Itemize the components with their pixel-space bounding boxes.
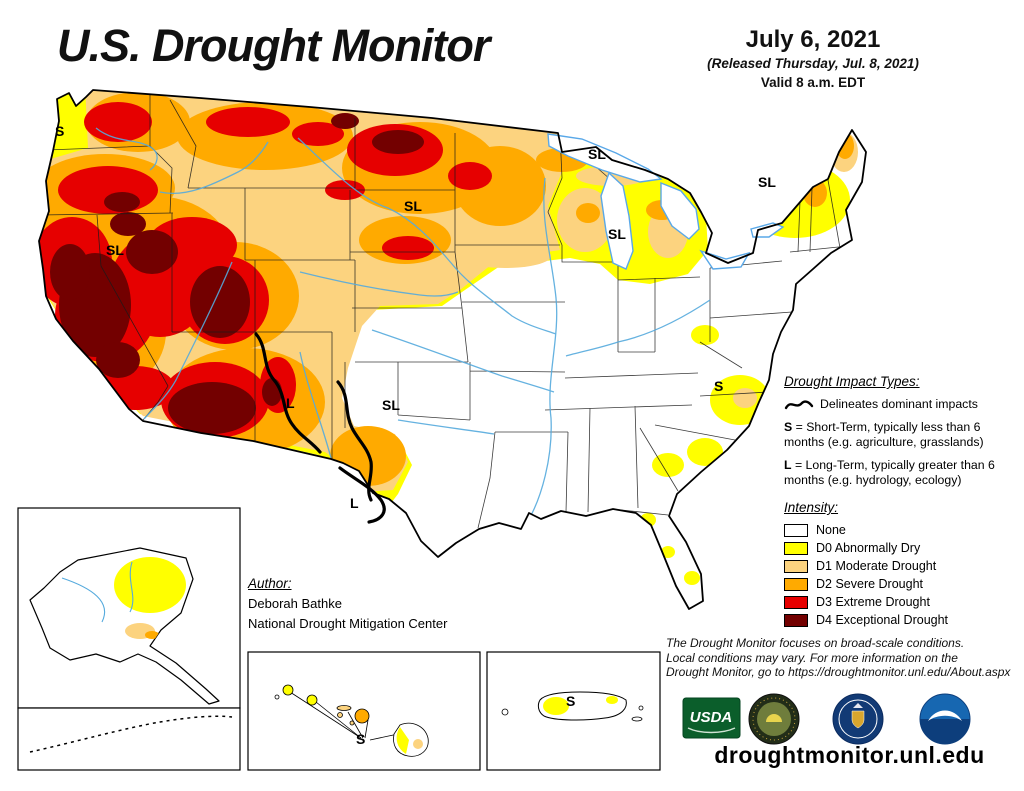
swatch-d1	[784, 559, 808, 573]
author-block: Author: Deborah Bathke National Drought …	[248, 576, 447, 631]
map-label-texas-south: L	[350, 495, 359, 511]
long-term-key: L	[784, 458, 792, 472]
author-org: National Drought Mitigation Center	[248, 616, 448, 631]
hawaii-inset	[247, 651, 481, 771]
legend-item-d3: D3 Extreme Drought	[784, 593, 1024, 611]
intensity-legend: None D0 Abnormally Dry D1 Moderate Droug…	[784, 521, 1024, 629]
legend-item-d2: D2 Severe Drought	[784, 575, 1024, 593]
puerto-rico-inset	[486, 651, 661, 771]
footer-url: droughtmonitor.unl.edu	[714, 742, 985, 768]
legend-item-none: None	[784, 521, 1024, 539]
page-title: U.S. Drought Monitor	[57, 20, 490, 71]
short-term-key: S	[784, 420, 793, 434]
map-label-virginia: S	[714, 378, 724, 394]
map-label-texas-west: SL	[382, 397, 400, 413]
map-label-arizona: L	[286, 395, 295, 411]
swatch-d3	[784, 595, 808, 609]
map-label-hawaii: S	[356, 731, 366, 747]
swatch-d0	[784, 541, 808, 555]
delineates-row: Delineates dominant impacts	[784, 397, 1024, 411]
author-name: Deborah Bathke	[248, 596, 342, 611]
long-term-definition: L = Long-Term, typically greater than 6 …	[784, 458, 995, 487]
map-label-washington: S	[55, 123, 65, 139]
hawaii-callout-lines	[289, 691, 399, 741]
legend-item-d1: D1 Moderate Drought	[784, 557, 1024, 575]
great-lakes	[547, 133, 785, 270]
noaa-logo	[919, 693, 971, 745]
state-borders	[39, 92, 849, 529]
map-label-south-dakota: SL	[404, 198, 422, 214]
map-label-nevada: SL	[106, 242, 124, 258]
swatch-none	[784, 523, 808, 537]
swatch-d4	[784, 613, 808, 627]
map-date: July 6, 2021	[745, 26, 881, 53]
conus-outline	[38, 89, 867, 610]
short-term-definition: S = Short-Term, typically less than 6 mo…	[784, 420, 984, 449]
legend-item-d4: D4 Exceptional Drought	[784, 611, 1024, 629]
ndmc-logo	[748, 693, 800, 745]
valid-time: Valid 8 a.m. EDT	[760, 75, 866, 90]
aleutian-islands	[29, 715, 233, 753]
swatch-d2	[784, 577, 808, 591]
author-heading: Author:	[248, 576, 292, 591]
disclaimer: The Drought Monitor focuses on broad-sca…	[666, 636, 1011, 679]
usda-logo: USDA	[682, 697, 741, 739]
released-date: (Released Thursday, Jul. 8, 2021)	[707, 56, 919, 71]
map-label-minnesota: SL	[588, 146, 606, 162]
impact-boundary-icon	[784, 400, 814, 410]
impact-boundary-lines	[254, 332, 386, 524]
rivers	[95, 127, 711, 520]
usda-logo-text: USDA	[690, 709, 733, 726]
delineates-label: Delineates dominant impacts	[820, 397, 978, 411]
map-label-new-york: SL	[758, 174, 776, 190]
legend-item-d0: D0 Abnormally Dry	[784, 539, 1024, 557]
date-block: July 6, 2021 (Released Thursday, Jul. 8,…	[663, 26, 963, 90]
legend-column: Drought Impact Types: Delineates dominan…	[784, 374, 1024, 629]
commerce-logo	[832, 693, 884, 745]
map-label-puerto-rico: S	[566, 693, 576, 709]
impact-types-heading: Drought Impact Types:	[784, 374, 920, 389]
alaska-inset	[17, 507, 241, 771]
intensity-heading: Intensity:	[784, 500, 839, 515]
map-label-wisconsin: SL	[608, 226, 626, 242]
